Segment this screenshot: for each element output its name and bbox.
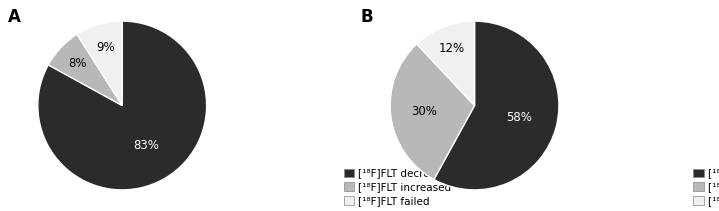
Wedge shape [434,21,559,190]
Wedge shape [38,21,206,190]
Text: 12%: 12% [439,42,465,55]
Text: 8%: 8% [69,57,87,70]
Text: 9%: 9% [96,41,114,54]
Legend: [¹⁸F]FLT > [¹⁸F]FDG, [¹⁸F]FLT = [¹⁸F]FDG, [¹⁸F]FLT < [¹⁸F]FDG: [¹⁸F]FLT > [¹⁸F]FDG, [¹⁸F]FLT = [¹⁸F]FDG… [693,169,719,206]
Text: 58%: 58% [507,111,533,124]
Wedge shape [77,21,122,106]
Text: 83%: 83% [133,139,159,152]
Text: 30%: 30% [411,105,437,118]
Legend: [¹⁸F]FLT decreased, [¹⁸F]FLT increased, [¹⁸F]FLT failed: [¹⁸F]FLT decreased, [¹⁸F]FLT increased, … [344,169,454,206]
Wedge shape [417,21,475,106]
Text: A: A [9,8,21,26]
Text: B: B [361,8,373,26]
Wedge shape [390,44,475,180]
Wedge shape [48,34,122,106]
